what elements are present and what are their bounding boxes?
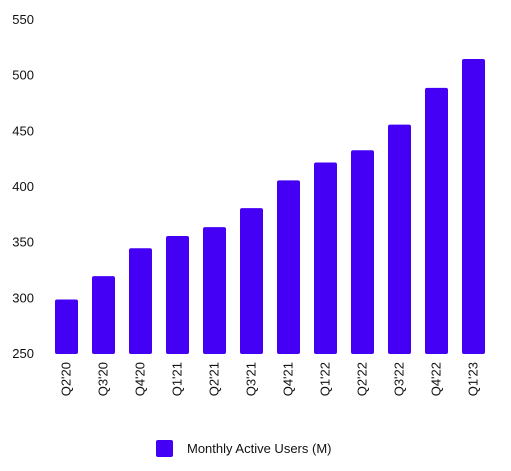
x-tick-label: Q2'21 xyxy=(207,362,222,396)
bar xyxy=(388,124,411,355)
legend-swatch xyxy=(156,440,173,457)
legend-label: Monthly Active Users (M) xyxy=(187,441,332,456)
bar xyxy=(92,276,115,354)
y-tick-label: 500 xyxy=(12,68,34,83)
bar xyxy=(166,235,189,354)
bar xyxy=(351,150,374,354)
bar xyxy=(55,299,78,354)
x-tick-label: Q3'20 xyxy=(96,362,111,396)
bar xyxy=(425,87,448,354)
x-tick-label: Q4'20 xyxy=(133,362,148,396)
bar xyxy=(240,208,263,354)
bar xyxy=(314,162,337,354)
y-tick-label: 450 xyxy=(12,123,34,138)
x-tick-label: Q1'22 xyxy=(318,362,333,396)
x-tick-label: Q2'22 xyxy=(355,362,370,396)
x-tick-label: Q1'21 xyxy=(170,362,185,396)
x-tick-label: Q3'22 xyxy=(392,362,407,396)
bar xyxy=(462,58,485,354)
bar xyxy=(203,227,226,354)
x-tick-label: Q3'21 xyxy=(244,362,259,396)
bar xyxy=(277,180,300,354)
y-tick-label: 550 xyxy=(12,12,34,27)
y-tick-label: 400 xyxy=(12,179,34,194)
x-tick-label: Q1'23 xyxy=(466,362,481,396)
x-tick-label: Q4'22 xyxy=(429,362,444,396)
x-tick-label: Q4'21 xyxy=(281,362,296,396)
y-tick-label: 300 xyxy=(12,290,34,305)
y-tick-label: 250 xyxy=(12,346,34,361)
y-tick-label: 350 xyxy=(12,235,34,250)
bar xyxy=(129,248,152,354)
x-tick-label: Q2'20 xyxy=(59,362,74,396)
legend: Monthly Active Users (M) xyxy=(156,440,331,457)
